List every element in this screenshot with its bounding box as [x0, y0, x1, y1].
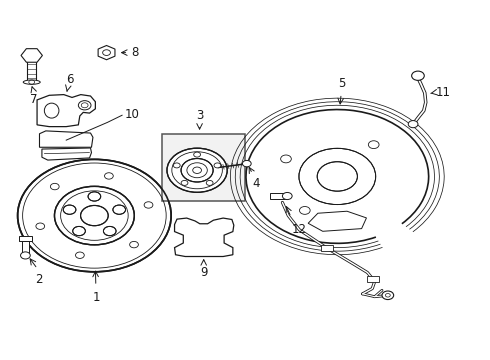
Circle shape	[36, 223, 45, 229]
Circle shape	[88, 192, 101, 201]
Circle shape	[103, 226, 116, 236]
Circle shape	[368, 141, 379, 149]
Circle shape	[282, 193, 292, 199]
Text: 8: 8	[131, 46, 138, 59]
Polygon shape	[308, 211, 367, 231]
Text: 9: 9	[200, 266, 207, 279]
Circle shape	[21, 252, 30, 259]
Circle shape	[299, 207, 310, 214]
Circle shape	[317, 162, 357, 191]
Text: 7: 7	[30, 93, 38, 106]
Circle shape	[73, 226, 85, 236]
Circle shape	[206, 180, 213, 185]
Bar	[19, 236, 32, 241]
Text: 11: 11	[436, 86, 451, 99]
Text: 1: 1	[93, 291, 100, 304]
Circle shape	[246, 109, 429, 243]
Text: 4: 4	[253, 177, 260, 190]
Text: 12: 12	[292, 223, 307, 236]
Circle shape	[80, 206, 108, 226]
Circle shape	[181, 180, 188, 185]
Circle shape	[243, 161, 251, 167]
Circle shape	[18, 159, 171, 272]
Circle shape	[382, 291, 393, 300]
Text: 3: 3	[196, 109, 203, 122]
Polygon shape	[40, 131, 93, 147]
Circle shape	[281, 155, 292, 163]
Bar	[22, 241, 29, 255]
Circle shape	[299, 148, 376, 204]
Circle shape	[54, 186, 134, 245]
Circle shape	[50, 183, 59, 190]
Circle shape	[144, 202, 153, 208]
Circle shape	[130, 242, 138, 248]
Text: 5: 5	[339, 77, 346, 90]
Ellipse shape	[23, 80, 40, 84]
Circle shape	[408, 121, 418, 128]
Polygon shape	[37, 95, 96, 127]
Text: 6: 6	[66, 73, 74, 86]
Circle shape	[63, 205, 76, 214]
Circle shape	[181, 158, 213, 182]
Bar	[270, 193, 285, 199]
Ellipse shape	[45, 103, 59, 118]
Bar	[321, 246, 333, 251]
Circle shape	[193, 167, 201, 174]
Circle shape	[75, 252, 84, 258]
Circle shape	[113, 205, 125, 214]
Polygon shape	[98, 45, 115, 60]
Polygon shape	[174, 218, 234, 257]
Circle shape	[102, 50, 110, 55]
Circle shape	[167, 148, 227, 192]
Polygon shape	[42, 148, 92, 160]
Circle shape	[104, 173, 113, 179]
Polygon shape	[21, 49, 43, 62]
Circle shape	[194, 152, 200, 157]
Bar	[162, 134, 245, 201]
Circle shape	[412, 71, 424, 80]
Circle shape	[173, 163, 180, 168]
Circle shape	[214, 163, 221, 168]
Circle shape	[78, 101, 91, 110]
Text: 2: 2	[35, 273, 42, 285]
Text: 10: 10	[124, 108, 139, 121]
Bar	[367, 276, 379, 282]
